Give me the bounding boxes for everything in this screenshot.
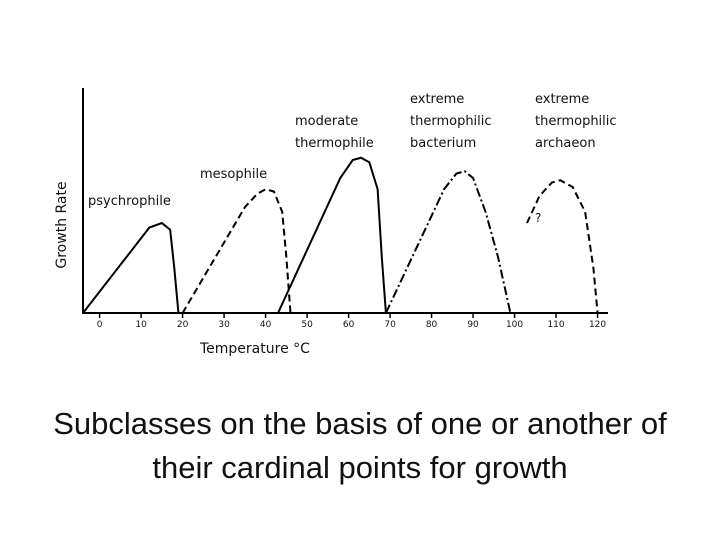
x-tick-label: 30 bbox=[218, 320, 230, 330]
growth-curve bbox=[181, 188, 292, 314]
annotation: ? bbox=[535, 211, 541, 225]
x-tick-label: 100 bbox=[506, 320, 523, 330]
curve-label: mesophile bbox=[200, 167, 267, 182]
curve-label: psychrophile bbox=[88, 194, 171, 209]
x-tick-label: 0 bbox=[97, 320, 103, 330]
growth-curve bbox=[277, 156, 387, 314]
growth-curve bbox=[385, 170, 512, 314]
caption: Subclasses on the basis of one or anothe… bbox=[53, 406, 667, 485]
x-tick-label: 10 bbox=[135, 320, 147, 330]
x-tick-label: 110 bbox=[547, 320, 564, 330]
y-axis-label: Growth Rate bbox=[54, 181, 70, 268]
x-tick-label: 60 bbox=[343, 320, 355, 330]
growth-curve bbox=[526, 179, 599, 314]
curve-label: extreme thermophilic bacterium bbox=[410, 92, 492, 151]
x-axis-label: Temperature °C bbox=[199, 341, 310, 357]
curve-label: moderate thermophile bbox=[295, 114, 374, 151]
chart: Temperature °C Growth Rate 0 10 20 30 40 50 60… bbox=[54, 88, 617, 357]
x-tick-label: 20 bbox=[177, 320, 189, 330]
x-tick-label: 70 bbox=[384, 320, 396, 330]
x-tick-label: 120 bbox=[589, 320, 606, 330]
x-tick-label: 50 bbox=[301, 320, 313, 330]
x-tick-label: 80 bbox=[426, 320, 438, 330]
x-tick-label: 90 bbox=[467, 320, 479, 330]
x-tick-label: 40 bbox=[260, 320, 272, 330]
growth-curve bbox=[82, 221, 180, 314]
curve-label: extreme thermophilic archaeon bbox=[535, 92, 617, 151]
